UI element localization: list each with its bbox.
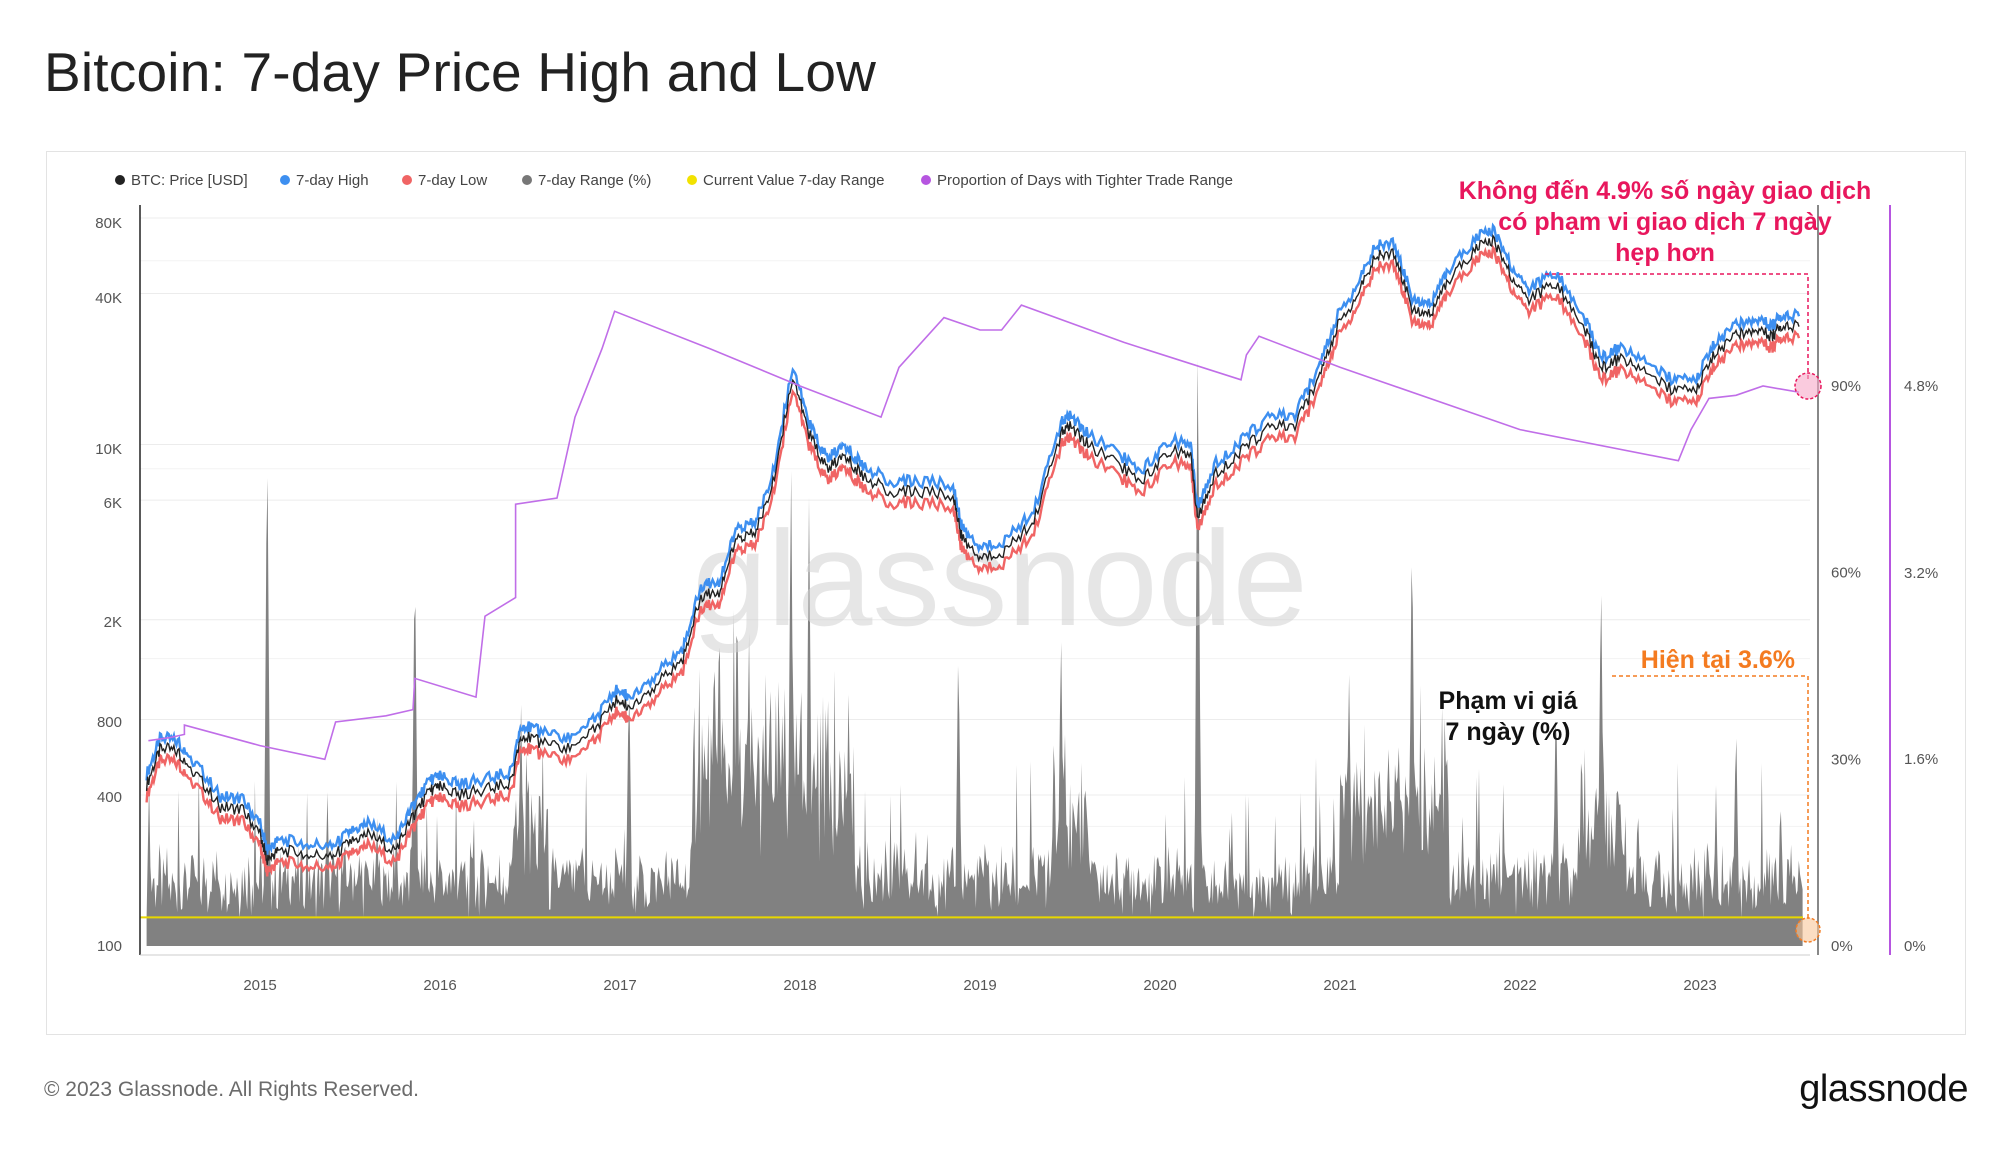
orange-marker: [1795, 917, 1821, 943]
legend-label: 7-day High: [296, 172, 369, 189]
annotations: Không đến 4.9% số ngày giao dịch có phạm …: [1439, 177, 1872, 943]
y-right2-tick: 3.2%: [1904, 565, 1938, 582]
high-line: [145, 222, 1801, 855]
legend-dot: [522, 175, 532, 185]
legend-label: 7-day Range (%): [538, 172, 651, 189]
x-tick: 2023: [1683, 977, 1716, 994]
annotation-range-label: Phạm vi giá: [1439, 687, 1578, 715]
annotation-current: Hiện tại 3.6%: [1641, 646, 1795, 674]
y-right2-tick: 4.8%: [1904, 378, 1938, 395]
legend-dot: [280, 175, 290, 185]
legend-dot: [115, 175, 125, 185]
chart-frame: [46, 151, 1966, 1035]
y-left-tick: 10K: [95, 441, 122, 458]
x-tick: 2018: [783, 977, 816, 994]
glassnode-logo: glassnode: [1799, 1068, 1968, 1110]
price-lines: [140, 222, 1803, 919]
y-left-tick: 2K: [104, 614, 122, 631]
legend-label: BTC: Price [USD]: [131, 172, 248, 189]
y-left-tick: 800: [97, 714, 122, 731]
annotation-tighter-range: Không đến 4.9% số ngày giao dịch: [1459, 177, 1872, 205]
legend-dot: [921, 175, 931, 185]
orange-leader: [1612, 675, 1809, 920]
axes: 80K 40K 10K 6K 2K 800 400 100 90% 60% 30% 0% 4.8% 3.2…: [95, 205, 1938, 994]
y-left-tick: 100: [97, 938, 122, 955]
page-title: Bitcoin: 7-day Price High and Low: [44, 41, 877, 103]
x-tick: 2019: [963, 977, 996, 994]
y-right2-tick: 0%: [1904, 938, 1926, 955]
x-tick: 2021: [1323, 977, 1356, 994]
annotation-range-label: 7 ngày (%): [1445, 718, 1570, 746]
y-right2-tick: 1.6%: [1904, 751, 1938, 768]
y-left-tick: 6K: [104, 495, 122, 512]
x-tick: 2020: [1143, 977, 1176, 994]
y-left-tick: 400: [97, 789, 122, 806]
range-volatility-area: [146, 360, 1803, 946]
pink-leader: [1545, 273, 1809, 382]
x-tick: 2016: [423, 977, 456, 994]
range-area: [146, 360, 1803, 946]
legend-dot: [402, 175, 412, 185]
copyright: © 2023 Glassnode. All Rights Reserved.: [44, 1078, 420, 1101]
x-tick: 2022: [1503, 977, 1536, 994]
x-tick: 2015: [243, 977, 276, 994]
x-tick: 2017: [603, 977, 636, 994]
watermark: glassnode: [692, 503, 1307, 654]
price-line: [145, 234, 1800, 866]
low-line: [145, 244, 1801, 877]
y-right-tick: 0%: [1831, 938, 1853, 955]
y-left-tick: 40K: [95, 290, 122, 307]
legend-label: Proportion of Days with Tighter Trade Ra…: [937, 172, 1233, 189]
legend-label: 7-day Low: [418, 172, 487, 189]
legend-label: Current Value 7-day Range: [703, 172, 885, 189]
annotation-tighter-range: có phạm vi giao dịch 7 ngày: [1498, 208, 1832, 236]
grid: [140, 217, 1810, 827]
annotation-tighter-range: hẹp hơn: [1615, 239, 1715, 267]
y-right-tick: 90%: [1831, 378, 1861, 395]
y-left-tick: 80K: [95, 215, 122, 232]
legend-dot: [687, 175, 697, 185]
y-right-tick: 30%: [1831, 751, 1861, 768]
legend: BTC: Price [USD] 7-day High 7-day Low 7-day…: [115, 172, 1233, 189]
pink-marker: [1794, 372, 1822, 400]
proportion-line: [148, 304, 1800, 761]
y-right-tick: 60%: [1831, 565, 1861, 582]
